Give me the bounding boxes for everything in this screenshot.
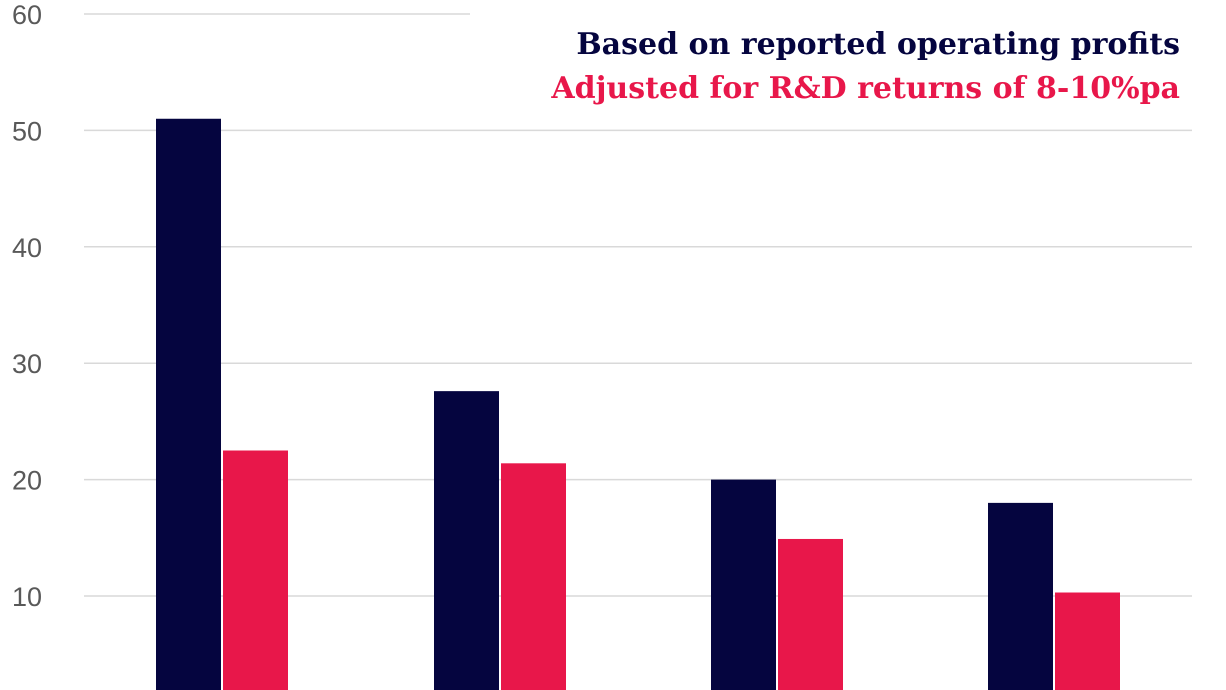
legend-entry-adjusted: Adjusted for R&D returns of 8-10%pa bbox=[550, 71, 1180, 106]
y-tick-label: 10 bbox=[12, 582, 42, 612]
y-tick-label: 40 bbox=[12, 233, 42, 263]
y-tick-label: 60 bbox=[12, 0, 42, 30]
y-tick-label: 30 bbox=[12, 349, 42, 379]
bar-adjusted-3 bbox=[778, 538, 843, 690]
bar-adjusted-2 bbox=[501, 463, 566, 690]
bar-adjusted-4 bbox=[1055, 592, 1120, 690]
legend: Based on reported operating profits Adju… bbox=[550, 27, 1180, 106]
bar-reported-4 bbox=[988, 502, 1053, 690]
bar-adjusted-1 bbox=[223, 450, 288, 690]
y-tick-label: 20 bbox=[12, 466, 42, 496]
bar-reported-3 bbox=[711, 479, 776, 690]
y-axis-ticks: 10 20 30 40 50 60 bbox=[12, 0, 42, 612]
y-tick-label: 50 bbox=[12, 116, 42, 146]
bar-reported-2 bbox=[434, 391, 499, 690]
legend-entry-reported: Based on reported operating profits bbox=[576, 27, 1180, 62]
bars bbox=[156, 118, 1120, 690]
bar-reported-1 bbox=[156, 118, 221, 690]
